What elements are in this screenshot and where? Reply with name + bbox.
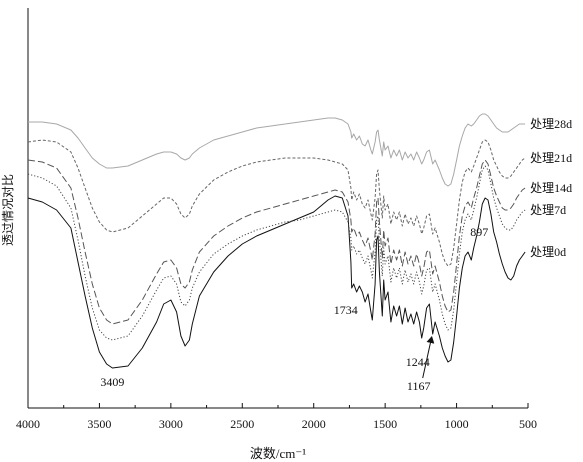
x-tick-label: 4000 <box>16 417 40 431</box>
annotation-label-1: 1734 <box>334 303 358 317</box>
x-axis-label: 波数/cm⁻¹ <box>250 446 306 461</box>
series-line-3 <box>27 139 526 267</box>
series-layer <box>27 113 526 369</box>
annotation-layer: 3409 1734 1244 1167 897 <box>100 225 488 393</box>
series-label-4: 处理28d <box>530 117 572 131</box>
annotation-label-0: 3409 <box>100 375 124 389</box>
series-labels: 处理0d 处理7d 处理14d 处理21d 处理28d <box>530 117 572 259</box>
series-line-1 <box>27 165 526 341</box>
annotation-label-3: 1167 <box>407 379 431 393</box>
annotation-label-2: 1244 <box>406 355 430 369</box>
series-line-4 <box>28 113 526 187</box>
series-line-2 <box>27 159 526 325</box>
y-axis-label: 透过情况对比 <box>1 174 15 246</box>
x-tick-label: 3500 <box>87 417 111 431</box>
x-tick-label: 1500 <box>373 417 397 431</box>
series-line-0 <box>27 195 526 369</box>
x-tick-label: 2500 <box>230 417 254 431</box>
series-label-2: 处理14d <box>530 181 572 195</box>
x-tick-label: 3000 <box>159 417 183 431</box>
series-label-0: 处理0d <box>530 245 566 259</box>
series-label-3: 处理21d <box>530 151 572 165</box>
x-tick-label: 1000 <box>445 417 469 431</box>
annotation-label-4: 897 <box>470 225 488 239</box>
x-ticks: 4000 3500 3000 2500 2000 1500 1000 500 <box>16 403 537 431</box>
series-label-1: 处理7d <box>530 203 566 217</box>
x-tick-label: 2000 <box>302 417 326 431</box>
x-tick-label: 500 <box>519 417 537 431</box>
annotation-arrow <box>422 336 435 379</box>
